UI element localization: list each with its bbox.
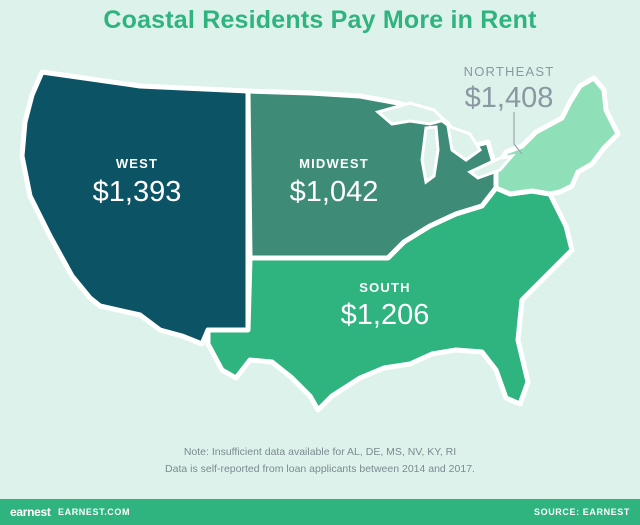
label-northeast-name: NORTHEAST	[464, 64, 555, 79]
earnest-logo[interactable]: earnest	[10, 505, 51, 519]
footnotes: Note: Insufficient data available for AL…	[0, 444, 640, 478]
note-line-1: Note: Insufficient data available for AL…	[183, 446, 457, 458]
label-south-name: SOUTH	[359, 280, 411, 295]
label-west-value: $1,393	[93, 176, 182, 208]
lake-erie	[467, 153, 516, 180]
label-northeast-value: $1,408	[465, 82, 554, 114]
note-line-2: Data is self-reported from loan applican…	[165, 463, 475, 475]
label-south-value: $1,206	[341, 299, 430, 331]
map-title: Coastal Residents Pay More in Rent	[103, 6, 537, 34]
site-link[interactable]: EARNEST.COM	[58, 507, 131, 517]
label-midwest-value: $1,042	[290, 176, 379, 208]
lake-superior	[374, 101, 447, 126]
label-west-name: WEST	[116, 156, 158, 171]
label-midwest-name: MIDWEST	[299, 156, 369, 171]
source-credit: SOURCE: EARNEST	[533, 507, 630, 517]
lake-huron	[446, 123, 483, 162]
northeast-callout-line	[513, 112, 523, 155]
region-south	[205, 185, 575, 413]
region-northeast	[493, 75, 621, 197]
region-west	[19, 69, 251, 347]
footer-bar: earnest EARNEST.COM SOURCE: EARNEST	[0, 499, 640, 525]
lake-michigan	[420, 125, 440, 185]
